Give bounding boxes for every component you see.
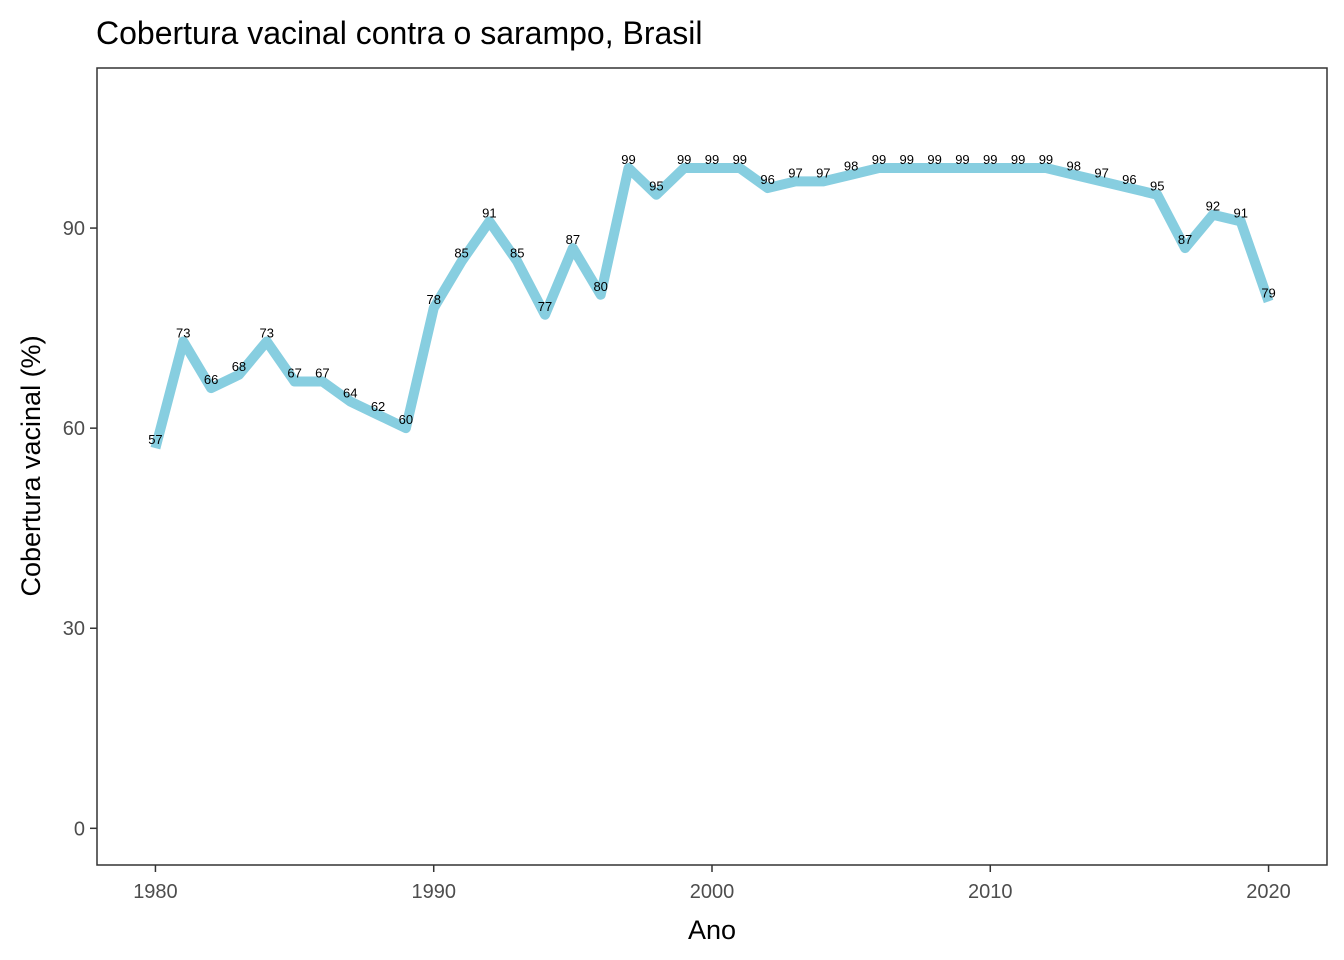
data-label: 67 — [315, 365, 329, 380]
x-tick-label: 2010 — [968, 881, 1013, 903]
data-label: 73 — [176, 325, 190, 340]
y-axis-title: Cobertura vacinal (%) — [16, 335, 46, 596]
data-label: 99 — [983, 152, 997, 167]
data-label: 96 — [760, 172, 774, 187]
data-label: 97 — [788, 165, 802, 180]
data-label: 79 — [1261, 285, 1275, 300]
x-tick-label: 1980 — [133, 881, 178, 903]
data-label: 99 — [677, 152, 691, 167]
data-label: 97 — [816, 165, 830, 180]
data-label: 98 — [844, 159, 858, 174]
y-tick-label: 60 — [63, 418, 85, 440]
data-label: 67 — [287, 365, 301, 380]
data-label: 99 — [1039, 152, 1053, 167]
chart-title: Cobertura vacinal contra o sarampo, Bras… — [96, 15, 703, 51]
data-label: 98 — [1067, 159, 1081, 174]
data-label: 99 — [955, 152, 969, 167]
data-label: 99 — [1011, 152, 1025, 167]
data-labels: 57 73 66 68 73 67 67 64 62 60 78 85 91 85 77 87 80 99 95 99… — [148, 152, 1276, 447]
y-tick-label: 90 — [63, 218, 85, 240]
coverage-series-line — [150, 163, 1274, 450]
data-label: 99 — [733, 152, 747, 167]
data-label: 85 — [454, 245, 468, 260]
data-label: 92 — [1206, 199, 1220, 214]
x-tick-label: 2020 — [1246, 881, 1291, 903]
y-tick-label: 30 — [63, 618, 85, 640]
data-label: 66 — [204, 372, 218, 387]
data-label: 96 — [1122, 172, 1136, 187]
data-label: 91 — [482, 205, 496, 220]
data-label: 95 — [1150, 179, 1164, 194]
x-tick-label: 1990 — [411, 881, 456, 903]
data-label: 99 — [705, 152, 719, 167]
data-label: 73 — [260, 325, 274, 340]
data-label: 78 — [426, 292, 440, 307]
data-label: 97 — [1094, 165, 1108, 180]
data-label: 60 — [399, 412, 413, 427]
data-label: 64 — [343, 385, 357, 400]
data-label: 99 — [900, 152, 914, 167]
data-label: 77 — [538, 299, 552, 314]
data-label: 99 — [927, 152, 941, 167]
data-label: 87 — [1178, 232, 1192, 247]
x-tick-label: 2000 — [690, 881, 735, 903]
data-label: 87 — [566, 232, 580, 247]
data-label: 85 — [510, 245, 524, 260]
x-axis: 1980 1990 2000 2010 2020 — [133, 865, 1291, 903]
data-label: 57 — [148, 432, 162, 447]
y-tick-label: 0 — [74, 818, 85, 840]
data-label: 99 — [872, 152, 886, 167]
data-label: 80 — [593, 279, 607, 294]
data-label: 95 — [649, 179, 663, 194]
y-axis: 0 30 60 90 — [63, 218, 97, 840]
data-label: 68 — [232, 359, 246, 374]
data-label: 62 — [371, 399, 385, 414]
x-axis-title: Ano — [688, 915, 736, 945]
data-label: 99 — [621, 152, 635, 167]
data-label: 91 — [1233, 205, 1247, 220]
